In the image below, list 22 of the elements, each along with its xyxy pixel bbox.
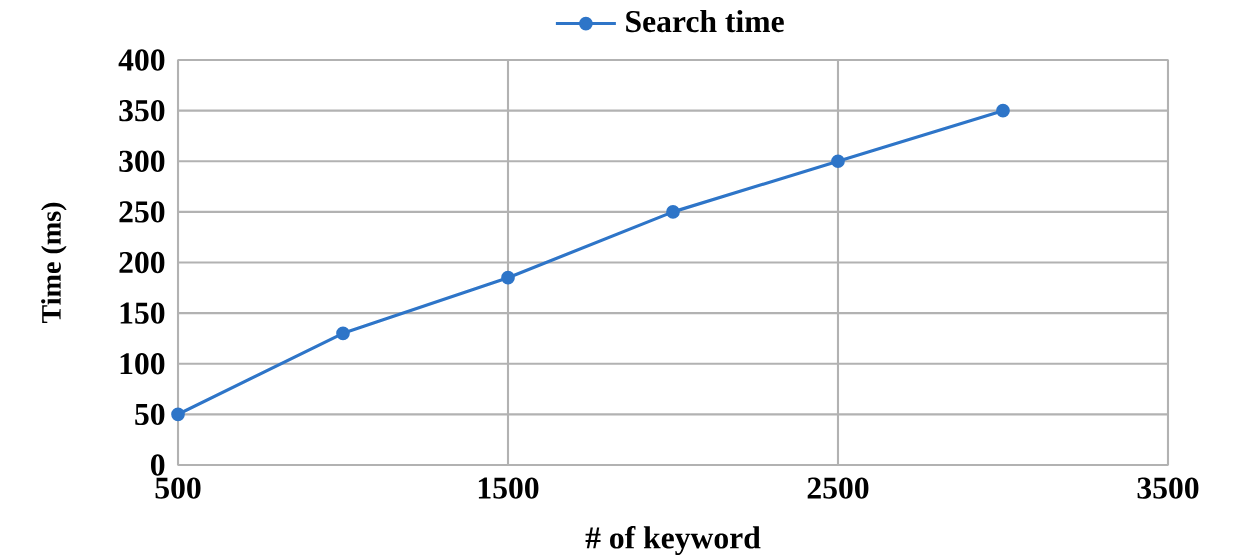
- x-tick-label: 2500: [807, 477, 869, 499]
- point: [996, 103, 1010, 118]
- x-tick-label: 1500: [478, 477, 539, 499]
- point: [831, 154, 845, 169]
- y-tick-label: 300: [119, 150, 165, 172]
- y-axis-title: Time (ms): [41, 202, 67, 324]
- point: [336, 326, 350, 341]
- y-tick-label: 350: [119, 99, 165, 122]
- x-tick-label: 500: [155, 477, 201, 499]
- y-tick-label: 250: [119, 201, 165, 223]
- x-tick-label: 3500: [1137, 477, 1199, 499]
- point: [171, 407, 185, 422]
- y-tick-label: 0: [150, 454, 165, 476]
- y-tick-label: 100: [120, 353, 165, 375]
- y-tick-label: 400: [118, 49, 165, 71]
- x-axis-title: # of keyword: [585, 526, 761, 556]
- y-tick-label: 50: [135, 403, 165, 426]
- point: [666, 205, 680, 219]
- y-tick-label: 150: [120, 302, 165, 324]
- point: [501, 270, 515, 285]
- y-tick-label: 200: [119, 251, 165, 274]
- legend-label: Search time: [626, 9, 784, 33]
